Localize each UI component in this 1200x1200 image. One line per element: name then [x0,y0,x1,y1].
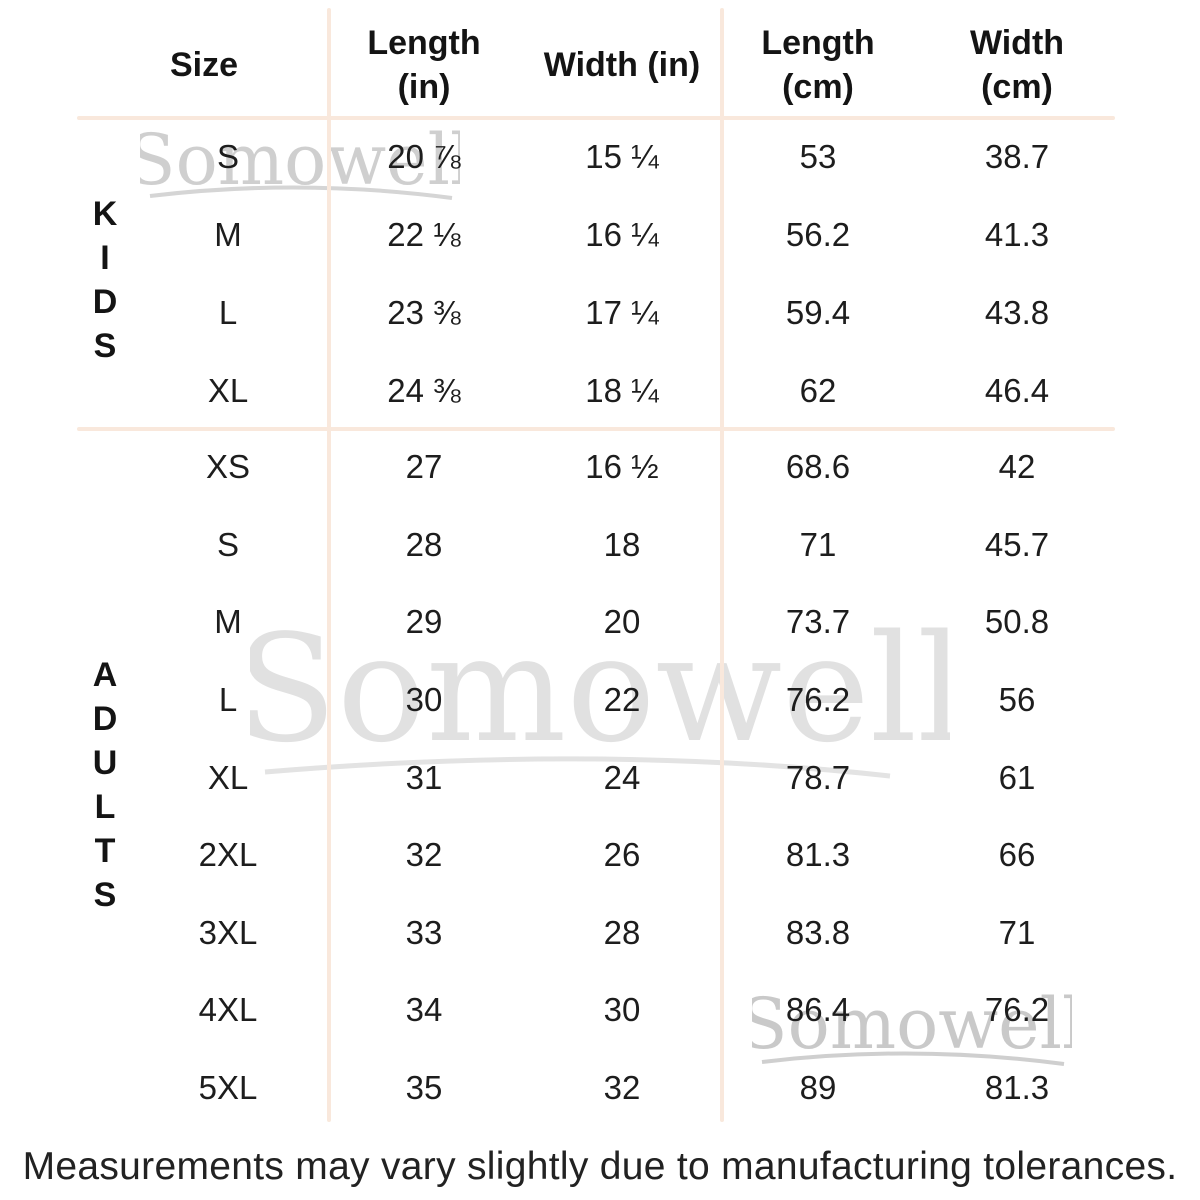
width-in-cell: 16 ¼ [585,216,659,253]
width-in-cell: 26 [603,836,641,873]
table-row-adults-xs: XS 27 16 ½ 68.6 42 [0,428,1200,506]
table-row-adults-5xl: 5XL 35 32 89 81.3 [0,1049,1200,1127]
length-in-cell: 31 [405,759,443,796]
width-cm-cell: 81.3 [984,1069,1050,1106]
length-cm-cell: 78.7 [785,759,851,796]
length-cm-cell: 83.8 [785,914,851,951]
width-in-cell: 20 [603,603,641,640]
column-header-length-cm: Length (cm) [708,12,928,118]
table-row-kids-l: L 23 ⅜ 17 ¼ 59.4 43.8 [0,274,1200,352]
size-cell: M [214,216,242,253]
length-in-cell: 30 [405,681,443,718]
kids-adults-divider-line [77,427,1115,431]
size-cell: 2XL [198,836,258,873]
table-row-kids-xl: XL 24 ⅜ 18 ¼ 62 46.4 [0,352,1200,430]
length-cm-cell: 56.2 [785,216,851,253]
length-in-cell: 33 [405,914,443,951]
size-cell: M [214,603,242,640]
width-cm-cell: 43.8 [984,294,1050,331]
length-in-cell: 20 ⅞ [387,138,461,175]
size-cell: 3XL [198,914,258,951]
width-cm-cell: 38.7 [984,138,1050,175]
width-cm-cell: 76.2 [984,991,1050,1028]
width-cm-cell: 71 [998,914,1036,951]
length-in-cell: 23 ⅜ [387,294,461,331]
length-cm-cell: 76.2 [785,681,851,718]
column-header-size: Size [114,12,294,118]
header-label-line2: (cm) [782,68,854,106]
group-label-kids: KIDS [86,195,124,371]
length-cm-cell: 62 [799,372,837,409]
table-row-adults-m: M 29 20 73.7 50.8 [0,583,1200,661]
header-label-line1: Length [367,24,481,62]
table-row-adults-l: L 30 22 76.2 56 [0,661,1200,739]
width-in-cell: 32 [603,1069,641,1106]
table-row-kids-m: M 22 ⅛ 16 ¼ 56.2 41.3 [0,196,1200,274]
width-in-cell: 15 ¼ [585,138,659,175]
table-row-kids-s: S 20 ⅞ 15 ¼ 53 38.7 [0,118,1200,196]
table-row-adults-2xl: 2XL 32 26 81.3 66 [0,816,1200,894]
width-cm-cell: 66 [998,836,1036,873]
length-cm-cell: 81.3 [785,836,851,873]
width-in-cell: 24 [603,759,641,796]
size-cell: 4XL [198,991,258,1028]
length-cm-cell: 73.7 [785,603,851,640]
length-in-cell: 34 [405,991,443,1028]
table-row-adults-3xl: 3XL 33 28 83.8 71 [0,894,1200,972]
header-label: Width (in) [543,46,701,84]
width-in-cell: 22 [603,681,641,718]
width-in-cell: 18 ¼ [585,372,659,409]
table-row-adults-4xl: 4XL 34 30 86.4 76.2 [0,971,1200,1049]
size-cell: S [216,526,239,563]
width-cm-cell: 42 [998,448,1036,485]
table-row-adults-xl: XL 31 24 78.7 61 [0,739,1200,817]
vertical-divider-inches-cm [720,8,724,1122]
width-cm-cell: 56 [998,681,1036,718]
width-cm-cell: 46.4 [984,372,1050,409]
header-label-line1: Width [969,24,1065,62]
width-cm-cell: 45.7 [984,526,1050,563]
length-cm-cell: 53 [799,138,837,175]
length-cm-cell: 71 [799,526,837,563]
group-label-adults: ADULTS [86,656,124,920]
width-cm-cell: 61 [998,759,1036,796]
column-header-width-cm: Width (cm) [907,12,1127,118]
footer-note: Measurements may vary slightly due to ma… [22,1145,1178,1188]
vertical-divider-size-inches [327,8,331,1122]
length-in-cell: 28 [405,526,443,563]
column-header-width-in: Width (in) [512,12,732,118]
width-in-cell: 28 [603,914,641,951]
length-cm-cell: 68.6 [785,448,851,485]
length-cm-cell: 89 [799,1069,837,1106]
width-in-cell: 16 ½ [585,448,659,485]
size-cell: L [218,681,238,718]
length-in-cell: 27 [405,448,443,485]
size-cell: XS [205,448,251,485]
length-in-cell: 29 [405,603,443,640]
header-label-line2: (in) [397,68,451,106]
length-in-cell: 35 [405,1069,443,1106]
width-in-cell: 17 ¼ [585,294,659,331]
header-divider-line [77,116,1115,120]
width-in-cell: 30 [603,991,641,1028]
length-cm-cell: 59.4 [785,294,851,331]
header-label-line1: Length [761,24,875,62]
size-cell: XL [207,759,249,796]
length-in-cell: 32 [405,836,443,873]
width-in-cell: 18 [603,526,641,563]
column-header-length-in: Length (in) [314,12,534,118]
table-row-adults-s: S 28 18 71 45.7 [0,506,1200,584]
size-cell: 5XL [198,1069,258,1106]
size-cell: S [216,138,239,175]
header-label: Size [169,46,239,84]
header-label-line2: (cm) [981,68,1053,106]
size-cell: L [218,294,238,331]
size-cell: XL [207,372,249,409]
length-cm-cell: 86.4 [785,991,851,1028]
length-in-cell: 22 ⅛ [387,216,461,253]
length-in-cell: 24 ⅜ [387,372,461,409]
width-cm-cell: 41.3 [984,216,1050,253]
width-cm-cell: 50.8 [984,603,1050,640]
